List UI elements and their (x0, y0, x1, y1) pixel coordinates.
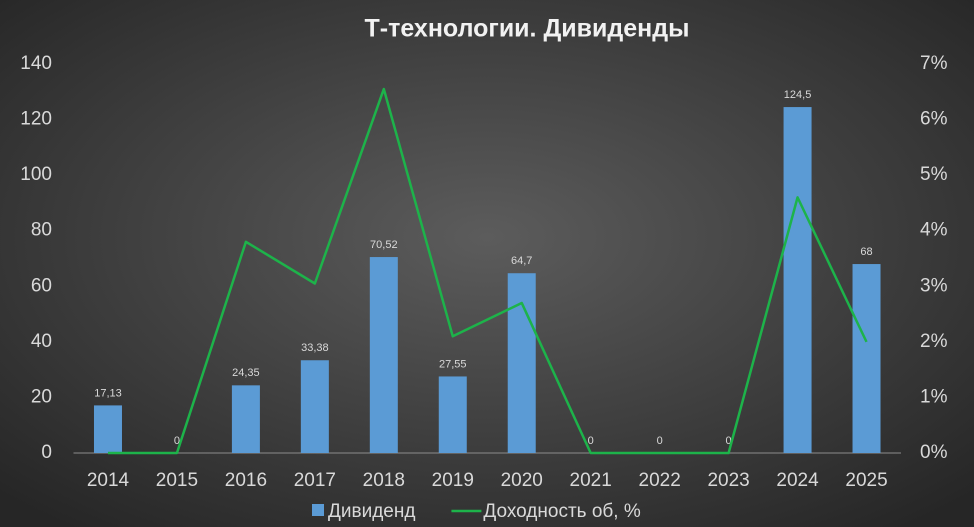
legend-label: Доходность об, % (483, 501, 640, 522)
bar (369, 257, 398, 453)
y2-tick-label: 1% (920, 386, 948, 407)
data-label: 70,52 (370, 239, 398, 251)
x-tick-label: 2017 (294, 470, 336, 491)
y2-tick-label: 3% (920, 275, 948, 296)
x-tick-label: 2014 (87, 470, 130, 491)
data-label: 0 (174, 435, 180, 447)
data-label: 64,7 (511, 255, 532, 267)
x-tick-label: 2021 (570, 470, 612, 491)
y2-tick-label: 6% (920, 109, 948, 130)
y2-tick-label: 7% (920, 53, 948, 74)
bar (507, 273, 536, 453)
x-tick-label: 2024 (776, 470, 819, 491)
x-tick-label: 2020 (501, 470, 543, 491)
bar (438, 376, 467, 453)
legend-swatch (312, 504, 324, 516)
data-label: 68 (860, 246, 872, 258)
data-label: 0 (726, 435, 732, 447)
y-tick-label: 120 (20, 109, 52, 130)
data-label: 33,38 (301, 342, 329, 354)
data-label: 0 (657, 435, 663, 447)
x-tick-label: 2018 (363, 470, 405, 491)
line (107, 87, 868, 455)
y-tick-label: 60 (31, 275, 52, 296)
y-tick-label: 140 (20, 53, 52, 74)
y-tick-label: 80 (31, 220, 52, 241)
x-tick-label: 2025 (845, 470, 887, 491)
x-tick-label: 2015 (156, 470, 198, 491)
y2-tick-label: 4% (920, 220, 948, 241)
chart-title: Т-технологии. Дивиденды (365, 15, 690, 43)
y2-tick-label: 0% (920, 442, 948, 463)
y-tick-label: 0 (41, 442, 52, 463)
x-tick-label: 2022 (639, 470, 681, 491)
x-tick-label: 2016 (225, 470, 267, 491)
bar (93, 405, 122, 453)
x-tick-label: 2023 (707, 470, 749, 491)
y2-tick-label: 2% (920, 331, 948, 352)
data-label: 17,13 (94, 387, 122, 399)
data-label: 124,5 (784, 89, 812, 101)
y-tick-label: 40 (31, 331, 52, 352)
bar (783, 107, 812, 453)
y-tick-label: 20 (31, 386, 52, 407)
data-label: 27,55 (439, 358, 467, 370)
bar (231, 385, 260, 453)
legend-label: Дивиденд (328, 501, 415, 522)
data-label: 24,35 (232, 367, 260, 379)
bar (852, 264, 881, 453)
x-tick-label: 2019 (432, 470, 474, 491)
bar (300, 360, 329, 453)
data-label: 0 (588, 435, 594, 447)
y2-tick-label: 5% (920, 164, 948, 185)
y-tick-label: 100 (20, 164, 52, 185)
